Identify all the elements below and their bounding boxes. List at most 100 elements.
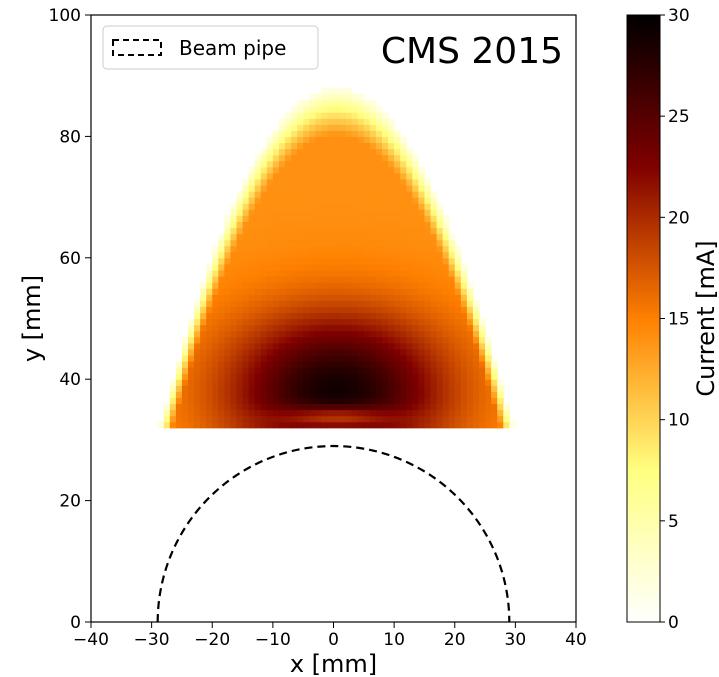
heatmap-cell	[218, 403, 225, 411]
heatmap-cell	[230, 379, 238, 386]
heatmap-cell	[188, 421, 195, 429]
heatmap-cell	[175, 415, 183, 423]
heatmap-cell	[266, 294, 274, 301]
heatmap-cell	[181, 397, 189, 405]
heatmap-cell	[382, 257, 389, 265]
heatmap-cell	[430, 306, 438, 314]
heatmap-cell	[321, 203, 329, 210]
heatmap-cell	[285, 142, 292, 150]
heatmap-cell	[412, 415, 419, 423]
heatmap-cell	[260, 215, 268, 222]
heatmap-cell	[272, 154, 280, 162]
heatmap-cell	[309, 227, 316, 235]
heatmap-cell	[309, 112, 316, 119]
heatmap-cell	[339, 360, 347, 368]
heatmap-cell	[466, 324, 474, 332]
heatmap-cell	[278, 421, 286, 429]
heatmap-cell	[297, 233, 304, 241]
heatmap-cell	[345, 276, 353, 283]
heatmap-cell	[333, 118, 341, 125]
heatmap-cell	[394, 142, 401, 150]
heatmap-cell	[218, 257, 225, 265]
heatmap-cell	[357, 184, 365, 192]
heatmap-cell	[260, 385, 268, 392]
heatmap-cell	[248, 367, 256, 374]
heatmap-cell	[188, 367, 195, 374]
heatmap-cell	[278, 160, 286, 168]
heatmap-cell	[485, 403, 492, 411]
heatmap-cell	[291, 421, 298, 429]
heatmap-cell	[266, 239, 274, 247]
heatmap-cell	[291, 348, 298, 356]
heatmap-cell	[388, 221, 395, 229]
heatmap-cell	[424, 203, 432, 210]
heatmap-cell	[272, 221, 280, 229]
heatmap-cell	[260, 342, 268, 350]
heatmap-cell	[382, 239, 389, 247]
y-tick-label: 40	[59, 370, 81, 390]
heatmap-cell	[254, 379, 262, 386]
heatmap-cell	[375, 227, 383, 235]
heatmap-cell	[297, 330, 304, 338]
heatmap-cell	[400, 191, 407, 198]
heatmap-cell	[363, 318, 371, 326]
heatmap-cell	[345, 215, 353, 222]
heatmap-cell	[248, 215, 256, 222]
heatmap-cell	[327, 342, 335, 350]
heatmap-cell	[272, 239, 280, 247]
heatmap-cell	[339, 148, 347, 156]
heatmap-cell	[472, 342, 480, 350]
heatmap-cell	[260, 166, 268, 174]
heatmap-cell	[485, 391, 492, 399]
heatmap-cell	[412, 251, 419, 259]
heatmap-cell	[303, 312, 310, 320]
heatmap-cell	[430, 227, 438, 235]
heatmap-cell	[339, 112, 347, 119]
heatmap-cell	[230, 409, 238, 417]
heatmap-cell	[278, 415, 286, 423]
heatmap-cell	[188, 336, 195, 344]
heatmap-cell	[175, 409, 183, 417]
heatmap-cell	[291, 257, 298, 265]
heatmap-cell	[436, 330, 444, 338]
heatmap-cell	[242, 269, 250, 277]
heatmap-cell	[278, 348, 286, 356]
heatmap-cell	[291, 312, 298, 320]
heatmap-cell	[345, 124, 353, 131]
heatmap-cell	[291, 385, 298, 392]
heatmap-cell	[181, 342, 189, 350]
heatmap-cell	[291, 282, 298, 289]
heatmap-cell	[230, 257, 238, 265]
heatmap-cell	[357, 269, 365, 277]
heatmap-cell	[218, 385, 225, 392]
heatmap-cell	[297, 348, 304, 356]
heatmap-cell	[369, 148, 377, 156]
heatmap-cell	[345, 93, 353, 101]
heatmap-cell	[303, 251, 310, 259]
heatmap-cell	[406, 342, 413, 350]
heatmap-cell	[369, 397, 377, 405]
heatmap-cell	[382, 379, 389, 386]
heatmap-cell	[321, 360, 329, 368]
heatmap-cell	[272, 342, 280, 350]
heatmap-cell	[418, 391, 426, 399]
heatmap-cell	[491, 397, 498, 405]
heatmap-cell	[248, 178, 256, 186]
heatmap-cell	[369, 154, 377, 162]
heatmap-cell	[406, 172, 413, 180]
heatmap-cell	[236, 239, 244, 247]
heatmap-cell	[394, 294, 401, 301]
heatmap-cell	[339, 324, 347, 332]
heatmap-cell	[230, 415, 238, 423]
heatmap-cell	[357, 318, 365, 326]
heatmap-cell	[412, 403, 419, 411]
heatmap-cell	[363, 221, 371, 229]
heatmap-cell	[321, 154, 329, 162]
heatmap-cell	[315, 294, 322, 301]
heatmap-cell	[321, 148, 329, 156]
heatmap-cell	[357, 209, 365, 216]
heatmap-cell	[333, 306, 341, 314]
heatmap-cell	[394, 397, 401, 405]
heatmap-cell	[248, 294, 256, 301]
heatmap-cell	[303, 136, 310, 144]
